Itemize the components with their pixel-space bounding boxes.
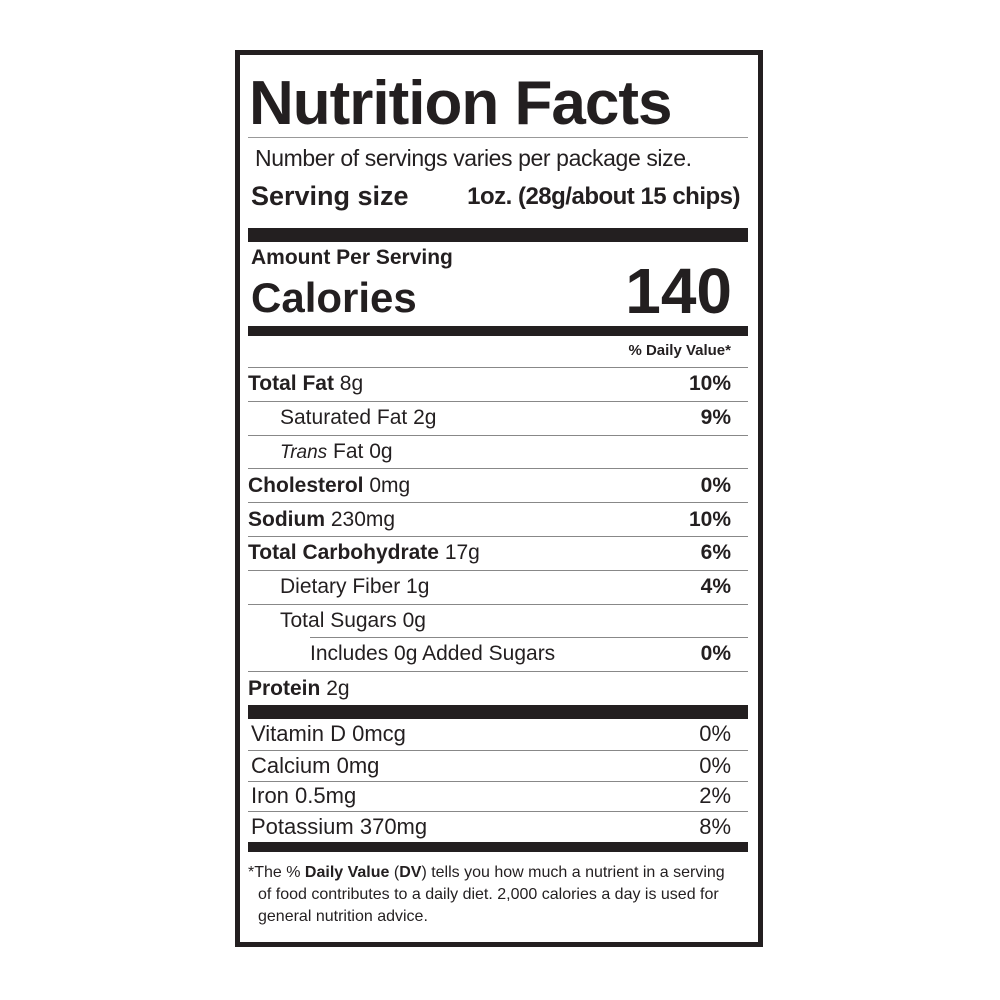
nutrient-name: Dietary Fiber xyxy=(280,575,401,599)
calories-value: 140 xyxy=(625,255,732,327)
nutrient-name: Total Carbohydrate xyxy=(248,541,439,565)
vitamin-dv: 0% xyxy=(699,721,731,747)
nutrient-amount: 0g xyxy=(402,608,426,632)
vitamin-label: Calcium 0mg xyxy=(251,753,379,779)
nutrient-row: Total Carbohydrate 17g 6% xyxy=(248,536,748,570)
nutrient-label: Sodium 230mg xyxy=(248,508,395,532)
nutrient-row: Saturated Fat 2g 9% xyxy=(248,400,748,435)
amount-per-serving: Amount Per Serving xyxy=(251,246,453,269)
footnote-text: * xyxy=(248,864,255,881)
nutrient-label: Dietary Fiber 1g xyxy=(248,575,429,599)
footnote-text: ) tells you how much a nutrient in a ser… xyxy=(258,864,725,925)
vitamin-amount: 0mg xyxy=(336,752,380,778)
footnote-text: The % xyxy=(254,864,305,881)
nutrient-dv: 9% xyxy=(700,406,731,430)
label-border xyxy=(235,50,763,947)
nutrient-name: Saturated Fat xyxy=(280,406,408,430)
nutrient-amount: 2g xyxy=(413,406,437,430)
nutrient-dv: 6% xyxy=(700,541,731,565)
medium-bar xyxy=(248,842,748,852)
nutrient-row: Trans Fat 0g xyxy=(248,434,748,469)
nutrient-row: Total Fat 8g 10% xyxy=(248,367,748,401)
vitamin-name: Potassium xyxy=(251,814,354,840)
nutrient-dv: 0% xyxy=(700,473,731,497)
thick-bar xyxy=(248,228,748,242)
nutrient-label: Includes 0g Added Sugars xyxy=(248,642,555,666)
nutrient-label: Trans Fat 0g xyxy=(248,440,393,464)
footnote: *The % Daily Value (DV) tells you how mu… xyxy=(248,862,738,928)
nutrient-row: Sodium 230mg 10% xyxy=(248,502,748,536)
vitamin-dv: 8% xyxy=(699,814,731,840)
vitamin-row: Vitamin D 0mcg 0% xyxy=(248,719,748,750)
vitamin-amount: 0.5mg xyxy=(295,783,357,809)
nutrient-row: Dietary Fiber 1g 4% xyxy=(248,569,748,604)
nutrient-dv: 4% xyxy=(700,575,731,599)
vitamin-name: Iron xyxy=(251,783,289,809)
vitamin-name: Calcium xyxy=(251,752,331,778)
nutrient-amount: 8g xyxy=(339,372,364,396)
nutrient-dv: 0% xyxy=(700,642,731,666)
thick-bar xyxy=(248,705,748,719)
row-rule xyxy=(310,637,748,639)
nutrient-label: Total Fat 8g xyxy=(248,372,363,396)
vitamin-row: Calcium 0mg 0% xyxy=(248,749,748,781)
footnote-text: DV xyxy=(399,864,422,881)
serving-size-label: Serving size xyxy=(251,181,409,211)
nutrient-amount: 0g xyxy=(369,439,393,463)
nutrient-label: Total Carbohydrate 17g xyxy=(248,541,480,565)
vitamin-label: Vitamin D 0mcg xyxy=(251,721,406,747)
nutrient-row: Cholesterol 0mg 0% xyxy=(248,468,748,502)
nutrient-name: Total Fat xyxy=(248,372,334,396)
daily-value-header: % Daily Value* xyxy=(628,342,731,359)
calories-label: Calories xyxy=(251,274,417,321)
nutrient-name: Protein xyxy=(248,676,321,700)
vitamin-row: Iron 0.5mg 2% xyxy=(248,780,748,812)
nutrient-label: Protein 2g xyxy=(248,677,350,701)
vitamin-label: Potassium 370mg xyxy=(251,814,427,840)
nutrient-label: Saturated Fat 2g xyxy=(248,406,436,430)
nutrient-label: Total Sugars 0g xyxy=(248,609,426,633)
nutrient-name: Cholesterol xyxy=(248,473,364,497)
serving-size-value: 1oz. (28g/about 15 chips) xyxy=(467,183,740,210)
nutrient-name: Includes 0g Added Sugars xyxy=(310,642,556,666)
title: Nutrition Facts xyxy=(249,69,672,138)
nutrient-row: Total Sugars 0g xyxy=(248,603,748,638)
vitamin-name: Vitamin D xyxy=(251,721,346,747)
nutrient-row: Protein 2g xyxy=(248,671,748,705)
vitamin-dv: 0% xyxy=(699,752,731,778)
nutrient-label: Cholesterol 0mg xyxy=(248,474,410,498)
nutrient-row: Includes 0g Added Sugars 0% xyxy=(248,637,748,671)
vitamin-amount: 0mcg xyxy=(352,721,406,747)
servings: Number of servings varies per package si… xyxy=(255,145,692,171)
footnote-text: Daily Value xyxy=(304,864,390,881)
vitamin-amount: 370mg xyxy=(359,814,428,840)
rule xyxy=(248,137,748,138)
footnote-text: ( xyxy=(389,864,400,881)
vitamin-label: Iron 0.5mg xyxy=(251,783,356,809)
vitamin-row: Potassium 370mg 8% xyxy=(248,811,748,842)
nutrient-name: Fat xyxy=(333,439,364,463)
nutrient-amount: 0mg xyxy=(369,473,411,497)
nutrient-amount: 2g xyxy=(326,676,350,700)
nutrient-amount: 17g xyxy=(444,541,480,565)
nutrient-dv: 10% xyxy=(688,507,731,531)
nutrient-name: Sodium xyxy=(248,507,325,531)
nutrient-name-italic: Trans xyxy=(280,441,328,463)
nutrient-name: Total Sugars xyxy=(280,608,397,632)
nutrient-dv: 10% xyxy=(688,372,731,396)
nutrient-amount: 1g xyxy=(406,575,430,599)
vitamin-dv: 2% xyxy=(699,783,731,809)
nutrient-amount: 230mg xyxy=(330,507,396,531)
medium-bar xyxy=(248,326,748,336)
